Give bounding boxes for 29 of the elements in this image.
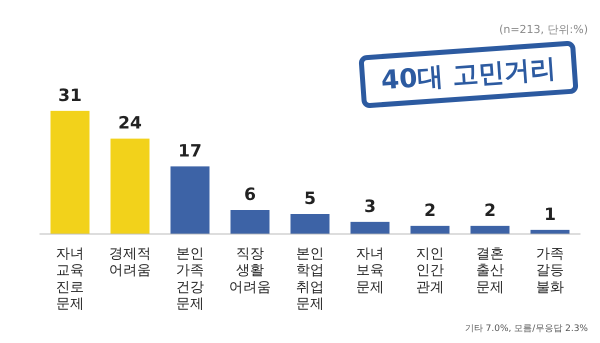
data-label: 1 [544, 204, 556, 225]
x-tick-label: 가족 갈등 불화 [536, 246, 564, 296]
bar [170, 166, 210, 234]
data-label: 5 [304, 188, 316, 209]
x-tick-label: 지인 인간 관계 [416, 246, 444, 296]
data-label: 2 [424, 200, 436, 221]
x-tick-label: 자녀 보육 문제 [356, 246, 384, 296]
bar [110, 138, 150, 234]
x-tick-label: 경제적 어려움 [109, 246, 151, 279]
x-tick-label: 본인 학업 취업 문제 [296, 246, 324, 312]
bar [290, 214, 330, 234]
x-tick-label: 직장 생활 어려움 [229, 246, 271, 296]
data-label: 6 [244, 184, 256, 205]
bar [350, 222, 390, 234]
x-tick-label: 자녀 교육 진로 문제 [56, 246, 84, 312]
data-label: 2 [484, 200, 496, 221]
chart-title: 40대 고민거리 [358, 40, 579, 109]
text: 기타 7.0%, 모름/무응답 2.3% [464, 323, 588, 335]
bar [470, 226, 510, 234]
x-tick-label: 본인 가족 건강 문제 [176, 246, 204, 312]
bar [410, 226, 450, 234]
bar [230, 210, 270, 234]
text: (n=213, 단위:%) [499, 22, 588, 37]
data-label: 24 [118, 114, 142, 134]
data-label: 3 [364, 196, 376, 217]
bar [50, 110, 90, 234]
x-tick-label: 결혼 출산 문제 [476, 246, 504, 296]
data-label: 31 [58, 86, 82, 106]
data-label: 17 [178, 141, 202, 162]
